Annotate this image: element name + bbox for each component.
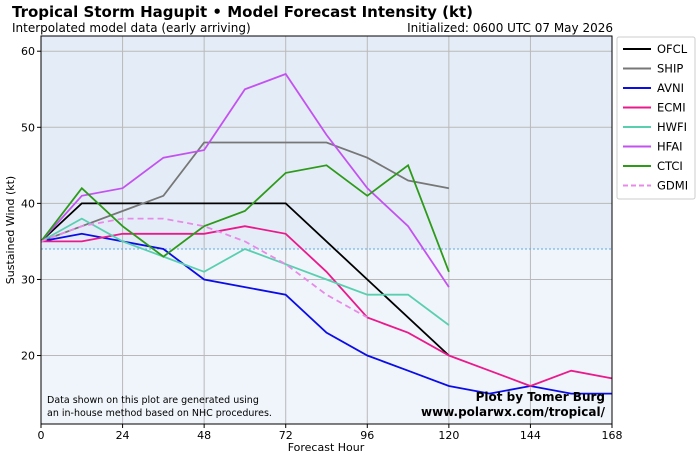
x-axis-label: Forecast Hour <box>288 441 365 454</box>
initialized-time: Initialized: 0600 UTC 07 May 2026 <box>407 21 613 35</box>
legend-box <box>616 36 696 200</box>
y-axis-label: Sustained Wind (kt) <box>4 176 17 284</box>
series-group <box>40 72 613 395</box>
x-tick-label: 72 <box>279 429 293 442</box>
legend-label-avni: AVNI <box>657 81 684 95</box>
y-axis-ticks: 20 30 40 50 60 <box>21 45 41 363</box>
series-line-ctci <box>40 163 450 273</box>
background-lower <box>41 249 612 424</box>
x-tick-label: 0 <box>38 429 45 442</box>
x-tick-label: 96 <box>360 429 374 442</box>
series-line-hfai <box>40 72 450 288</box>
legend-label-hwfi: HWFI <box>657 120 687 134</box>
y-tick-label: 30 <box>21 273 35 286</box>
x-axis-ticks: 0 24 48 72 96 120 144 168 <box>38 424 623 442</box>
x-tick-label: 24 <box>116 429 130 442</box>
series-line-ecmi <box>41 225 613 387</box>
chart-title: Tropical Storm Hagupit • Model Forecast … <box>12 3 473 21</box>
series-line-ofcl <box>40 202 450 357</box>
x-tick-label: 48 <box>197 429 211 442</box>
credit-url: www.polarwx.com/tropical/ <box>421 405 606 419</box>
legend: OFCL SHIP AVNI ECMI HWFI HFAI CTCI GDMI <box>616 36 696 200</box>
chart-subtitle: Interpolated model data (early arriving) <box>12 21 251 35</box>
legend-label-hfai: HFAI <box>657 140 682 154</box>
legend-label-ship: SHIP <box>657 62 683 76</box>
legend-label-gdmi: GDMI <box>657 179 688 193</box>
plot-frame <box>40 35 613 425</box>
y-tick-label: 60 <box>21 45 35 58</box>
series-line-gdmi <box>40 217 368 319</box>
legend-label-ecmi: ECMI <box>657 101 686 115</box>
series-line-ship <box>40 141 450 243</box>
note-line-2: an in-house method based on NHC procedur… <box>47 408 272 419</box>
y-tick-label: 50 <box>21 121 35 134</box>
y-tick-label: 20 <box>21 350 35 363</box>
note-line-1: Data shown on this plot are generated us… <box>47 395 259 406</box>
y-tick-label: 40 <box>21 197 35 210</box>
legend-label-ctci: CTCI <box>657 159 683 173</box>
legend-label-ofcl: OFCL <box>657 42 688 56</box>
series-line-hwfi <box>40 217 450 326</box>
x-tick-label: 168 <box>602 429 623 442</box>
x-tick-label: 144 <box>520 429 541 442</box>
credit-name: Plot by Tomer Burg <box>476 390 605 404</box>
x-tick-label: 120 <box>438 429 459 442</box>
series-line-avni <box>40 232 612 395</box>
